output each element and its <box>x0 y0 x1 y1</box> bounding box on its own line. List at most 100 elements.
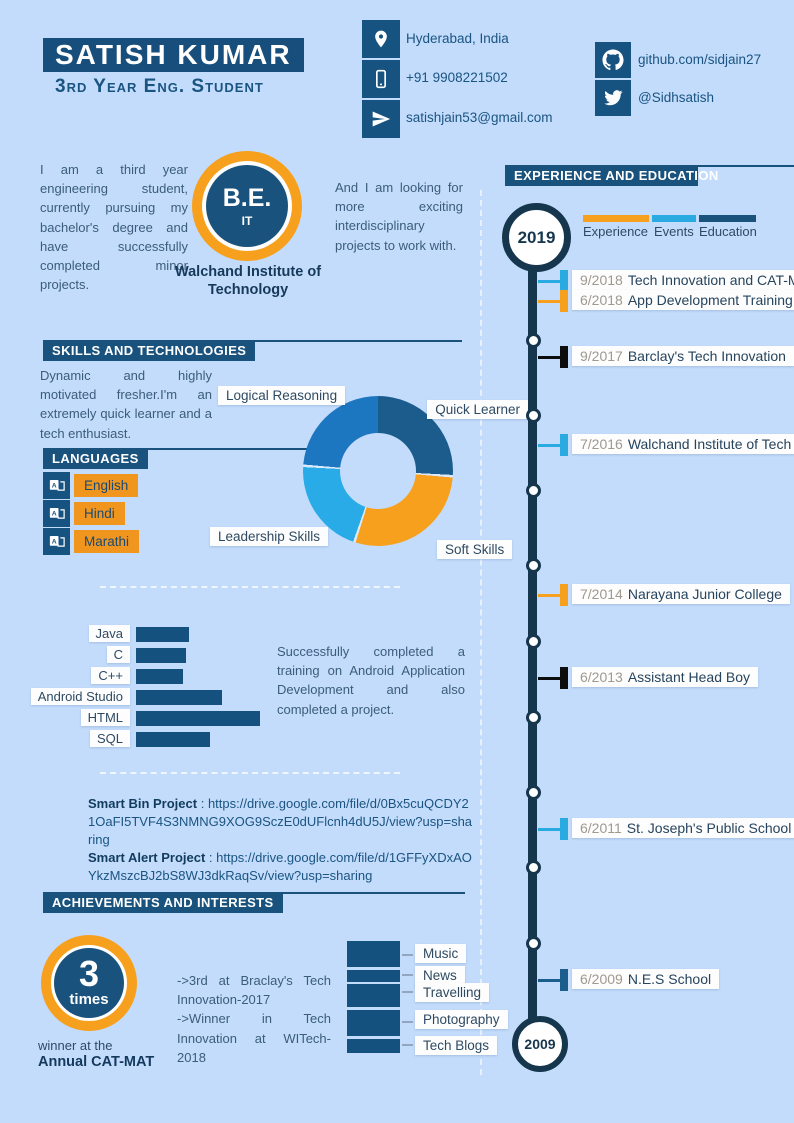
project-url[interactable]: https://drive.google.com/file/d/1GFFyXDx… <box>88 849 472 883</box>
timeline-connector <box>538 300 562 303</box>
degree-title: B.E. <box>222 184 272 212</box>
entry-title: N.E.S School <box>627 971 712 987</box>
translate-icon: A <box>43 528 70 555</box>
timeline-node <box>526 558 541 573</box>
interest-dash <box>402 1021 413 1023</box>
language-chip-hindi: Hindi <box>74 502 125 525</box>
achievements-section-header: ACHIEVEMENTS AND INTERESTS <box>43 892 283 913</box>
timeline-entry: 6/2009 N.E.S School <box>572 969 720 989</box>
interest-dash <box>402 1044 413 1046</box>
degree-caption: Walchand Institute of Technology <box>174 264 322 299</box>
achievements-header-line <box>253 892 465 894</box>
entry-title: Tech Innovation and CAT-MAT <box>627 272 794 288</box>
svg-text:A: A <box>51 510 56 517</box>
project-line: Smart Bin Project : https://drive.google… <box>88 796 473 847</box>
legend-label-education: Education <box>699 224 757 239</box>
interest-block-photography <box>347 1010 400 1036</box>
interest-dash <box>402 974 413 976</box>
interest-label-tech-blogs: Tech Blogs <box>415 1036 498 1055</box>
skills-section-header: SKILLS AND TECHNOLOGIES <box>43 340 256 361</box>
bar-c <box>136 648 186 663</box>
skills-donut-hole <box>340 433 416 509</box>
bar-label-c: C <box>106 646 130 663</box>
timeline-connector <box>538 677 562 680</box>
languages-section-header: LANGUAGES <box>43 448 148 469</box>
translate-icon: A <box>43 500 70 527</box>
timeline-node <box>526 408 541 423</box>
entry-title: St. Joseph's Public School <box>626 820 792 836</box>
entry-date: 9/2018 <box>580 272 623 288</box>
timeline-node <box>526 634 541 649</box>
entry-date: 6/2011 <box>580 820 622 836</box>
interest-dash <box>402 954 413 956</box>
bar-cpp <box>136 669 183 684</box>
timeline-tick <box>560 667 568 689</box>
timeline-connector <box>538 444 562 447</box>
bar-label-android-studio: Android Studio <box>30 688 130 705</box>
entry-title: Walchand Institute of Tech <box>627 436 792 452</box>
timeline-tick <box>560 818 568 840</box>
dashed-divider-2 <box>100 772 400 774</box>
entry-date: 9/2017 <box>580 348 623 364</box>
project-url[interactable]: https://drive.google.com/file/d/0Bx5cuQC… <box>88 796 473 847</box>
timeline-connector <box>538 828 562 831</box>
timeline-node <box>526 860 541 875</box>
interest-block-travelling <box>347 984 400 1007</box>
timeline-entry: 6/2011 St. Joseph's Public School <box>572 818 794 838</box>
about-right-text: And I am looking for more exciting inter… <box>335 180 463 253</box>
contact-location: Hyderabad, India <box>406 31 509 46</box>
timeline-entry: 7/2014 Narayana Junior College <box>572 584 790 604</box>
interest-block-tech-blogs <box>347 1039 400 1053</box>
skills-header-line <box>221 340 462 342</box>
legend-swatch-experience <box>583 215 649 222</box>
award-count: 3 <box>78 953 100 995</box>
legend-swatch-education <box>699 215 756 222</box>
contact-phone: +91 9908221502 <box>406 70 508 85</box>
donut-label-logical-reasoning: Logical Reasoning <box>218 386 346 405</box>
project-line: Smart Alert Project : https://drive.goog… <box>88 849 472 883</box>
skills-intro-text: Dynamic and highly motivated fresher.I'm… <box>40 368 212 441</box>
language-chip-marathi: Marathi <box>74 530 140 553</box>
interest-label-news: News <box>415 966 465 985</box>
contact-email[interactable]: satishjain53@gmail.com <box>406 110 553 125</box>
achievement-note: ->Winner in Tech Innovation at WITech-20… <box>177 1011 331 1065</box>
award-caption-line2: Annual CAT-MAT <box>38 1054 155 1070</box>
interest-block-music <box>347 941 400 967</box>
entry-date: 6/2013 <box>580 669 623 685</box>
timeline-start-year: 2019 <box>502 203 571 272</box>
degree-subtitle: IT <box>241 214 253 228</box>
timeline-entry: 7/2016 Walchand Institute of Tech <box>572 434 794 454</box>
timeline-tick <box>560 969 568 991</box>
timeline-tick <box>560 584 568 606</box>
timeline-node <box>526 785 541 800</box>
languages-header-line <box>137 448 335 450</box>
award-badge: 3 times <box>54 948 124 1018</box>
interest-label-music: Music <box>415 944 467 963</box>
github-icon <box>595 42 631 78</box>
project-name: Smart Alert Project <box>88 849 206 865</box>
twitter-icon <box>595 80 631 116</box>
timeline-header-line <box>698 165 794 167</box>
entry-date: 6/2009 <box>580 971 623 987</box>
dashed-divider-vertical <box>480 190 482 1075</box>
entry-title: App Development Training <box>627 292 793 308</box>
timeline-entry: 6/2018 App Development Training <box>572 290 794 310</box>
location-pin-icon <box>362 20 400 58</box>
donut-label-soft-skills: Soft Skills <box>437 540 513 559</box>
timeline-connector <box>538 979 562 982</box>
twitter-handle[interactable]: @Sidhsatish <box>638 90 714 105</box>
timeline-section-header: EXPERIENCE AND EDUCATION <box>505 165 718 186</box>
interest-label-photography: Photography <box>415 1010 508 1029</box>
timeline-node <box>526 936 541 951</box>
entry-title: Barclay's Tech Innovation <box>627 348 786 364</box>
donut-label-leadership-skills: Leadership Skills <box>210 527 329 546</box>
bar-sql <box>136 732 210 747</box>
timeline-tick <box>560 434 568 456</box>
github-handle[interactable]: github.com/sidjain27 <box>638 52 762 67</box>
timeline-tick <box>560 346 568 368</box>
entry-date: 7/2014 <box>580 586 623 602</box>
svg-text:A: A <box>51 482 56 489</box>
training-note: Successfully completed a training on And… <box>277 644 465 717</box>
